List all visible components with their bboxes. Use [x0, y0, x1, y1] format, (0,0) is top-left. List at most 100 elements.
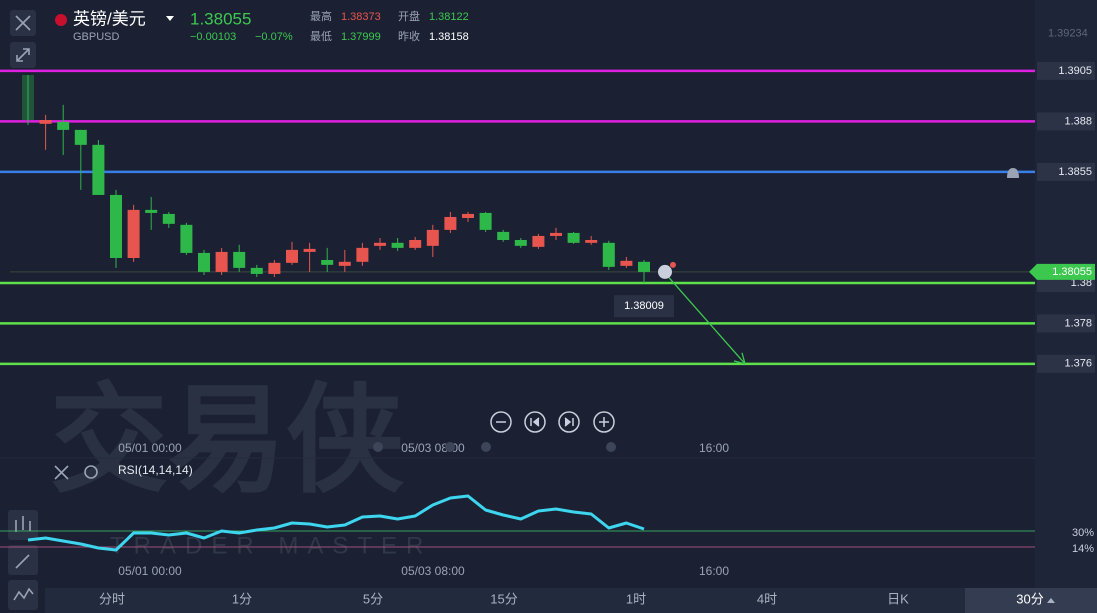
candle-body	[215, 251, 228, 272]
level-label: 1.38	[1071, 277, 1092, 289]
stat-label: 昨收	[398, 29, 420, 43]
stat-label: 最低	[310, 30, 332, 43]
candle-body	[22, 74, 34, 120]
scroll-dot	[373, 442, 383, 452]
tab[interactable]: 日K	[887, 591, 909, 606]
candle-body	[92, 144, 105, 195]
candle-body	[286, 249, 298, 263]
candle-body	[638, 261, 650, 272]
level-label: 1.378	[1064, 317, 1092, 329]
price: 1.38055	[190, 9, 251, 28]
tab[interactable]: 30分	[1016, 591, 1043, 606]
watermark-cn: 交易侠	[50, 375, 405, 507]
candle-body	[374, 242, 386, 246]
level-tag	[1037, 314, 1095, 333]
candle-body	[74, 129, 87, 145]
flag	[55, 14, 67, 26]
x-tick-label: 05/01 00:00	[118, 441, 182, 455]
x-tick-label: 05/03 08:00	[401, 564, 465, 578]
watermark: 交易侠 TRADER MASTER	[50, 375, 432, 559]
stat-value: 1.38122	[429, 11, 469, 23]
candle-body	[162, 213, 175, 224]
scroll-dot	[445, 442, 455, 452]
tab[interactable]: 1分	[232, 591, 252, 606]
change-pct: −0.07%	[255, 31, 293, 43]
info-icon[interactable]	[658, 264, 672, 279]
toolbar	[8, 10, 98, 610]
candle-body	[532, 235, 545, 247]
x-tick-label: 05/01 00:00	[118, 564, 182, 578]
rsi-settings[interactable]	[84, 465, 98, 479]
line-button[interactable]	[8, 580, 38, 610]
y-tick-label: 30%	[1072, 527, 1094, 539]
tab-caret	[1047, 598, 1055, 603]
stat-value: 1.38373	[341, 11, 381, 23]
rsi-line	[27, 494, 645, 552]
candle-body	[514, 240, 527, 246]
level-tag	[1037, 162, 1095, 181]
level-label: 1.3855	[1058, 166, 1092, 178]
dropdown-arrow[interactable]	[166, 16, 174, 21]
tab[interactable]: 1时	[626, 591, 646, 606]
title[interactable]: 英镑/美元	[73, 9, 146, 28]
candle-body	[426, 229, 439, 246]
tab[interactable]: 4时	[757, 591, 777, 606]
candle-body	[567, 232, 580, 243]
crosshair-label: 1.38009	[624, 300, 664, 312]
candle-body	[57, 121, 70, 130]
candle-body	[391, 242, 404, 248]
change: −0.00103	[190, 31, 236, 43]
level-tag	[1037, 61, 1095, 80]
candle-body	[585, 240, 598, 243]
candle-body	[409, 240, 422, 248]
tab[interactable]: 15分	[490, 591, 517, 606]
candle-body	[39, 120, 52, 124]
tab[interactable]: 5分	[363, 591, 383, 606]
alert-dot	[670, 261, 676, 268]
rsi-close[interactable]	[54, 465, 69, 480]
candle-body	[338, 261, 351, 266]
stat-value: 1.37999	[341, 31, 381, 43]
candle-body	[444, 216, 457, 230]
close-icon	[15, 15, 31, 31]
level-tag	[1037, 112, 1095, 131]
candle-body	[198, 252, 210, 272]
trend-arrow	[663, 271, 746, 365]
candle-body	[110, 194, 122, 258]
scroll-dot	[481, 442, 491, 452]
candle-body	[462, 213, 474, 218]
candle-body	[321, 260, 334, 265]
draw-icon	[15, 554, 30, 569]
candle-body	[127, 209, 140, 258]
level-label: 1.376	[1064, 358, 1092, 370]
stat-label: 开盘	[398, 9, 420, 23]
level-tag	[1037, 354, 1095, 373]
crosshair-box	[614, 295, 674, 318]
x-tick-label: 05/03 08:00	[401, 441, 465, 455]
price-axis	[1035, 0, 1097, 588]
candle-body	[303, 248, 316, 252]
candle-body	[620, 260, 633, 266]
candle-body	[250, 267, 263, 274]
watermark-en: TRADER MASTER	[110, 532, 432, 559]
playback	[490, 411, 615, 433]
candle-body	[356, 247, 369, 262]
candle-body	[497, 231, 510, 240]
y-tick-label: 1.39234	[1048, 28, 1088, 40]
indicator-icon	[15, 516, 31, 532]
candle-body	[233, 251, 246, 268]
candle-body	[180, 224, 193, 253]
candle-body	[145, 209, 158, 213]
candle-body	[479, 212, 492, 230]
x-tick-label: 16:00	[699, 564, 729, 578]
tab-selected	[965, 588, 1097, 613]
y-tick-label: 14%	[1072, 543, 1094, 555]
bell-icon	[1007, 168, 1019, 178]
last-price-tag	[1029, 263, 1095, 280]
candle-body	[268, 262, 281, 274]
symbol: GBPUSD	[73, 31, 120, 43]
tab[interactable]: 分时	[99, 591, 125, 606]
level-label: 1.3905	[1058, 65, 1092, 77]
last-price-label: 1.38055	[1052, 266, 1092, 278]
